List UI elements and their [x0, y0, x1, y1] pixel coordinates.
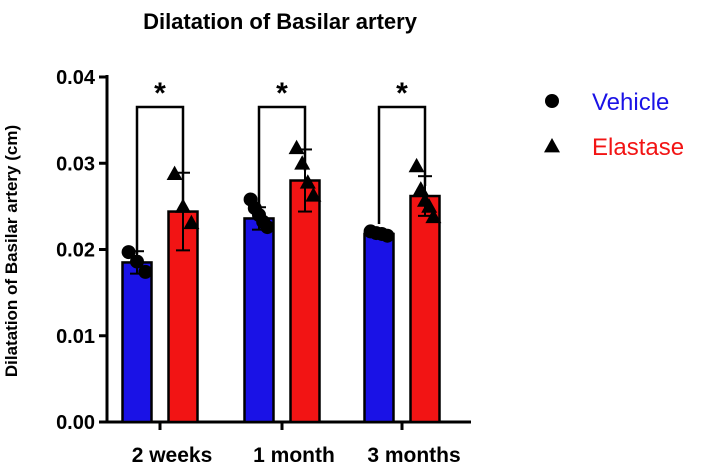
bars [121, 179, 441, 424]
y-tick-label: 0.00 [56, 412, 95, 434]
vehicle-point [260, 220, 275, 235]
legend-circle-icon [545, 94, 559, 108]
x-tick-labels: 2 weeks 1 month 3 months [132, 444, 461, 467]
elastase-point [175, 198, 191, 213]
elastase-point [294, 155, 311, 170]
elastase-point [305, 187, 322, 202]
bar-vehicle [243, 217, 275, 424]
bar-elastase [409, 194, 441, 424]
elastase-point [299, 174, 316, 189]
x-tick-label: 1 month [253, 444, 335, 467]
significance-bracket [135, 105, 185, 255]
significance-star: * [154, 77, 166, 110]
y-axis-label: Dilatation of Basilar artery (cm) [2, 125, 21, 377]
vehicle-point [121, 245, 136, 260]
significance-star: * [396, 77, 408, 110]
bar-elastase [289, 179, 321, 424]
legend-triangle-icon [544, 138, 560, 153]
vehicle-point [130, 254, 144, 269]
significance-bracket [257, 105, 307, 209]
legend: Vehicle Elastase [544, 89, 684, 161]
elastase-point [288, 139, 305, 155]
y-tick-label: 0.02 [56, 240, 95, 262]
y-tick-label: 0.04 [56, 67, 96, 89]
bar-vehicle [363, 232, 395, 424]
elastase-point [408, 157, 425, 173]
significance-star: * [276, 77, 288, 110]
x-tick-label: 3 months [367, 444, 460, 467]
bar-vehicle [121, 261, 153, 424]
vehicle-point [380, 228, 395, 243]
y-tick-label: 0.03 [56, 153, 95, 175]
vehicle-point [138, 264, 153, 279]
chart-title: Dilatation of Basilar artery [143, 9, 418, 34]
legend-label-elastase: Elastase [592, 134, 684, 161]
elastase-point [425, 208, 442, 224]
significance-brackets: * * * [135, 77, 427, 255]
y-tick-label: 0.01 [56, 326, 95, 348]
y-ticks: 0.00 0.01 0.02 0.03 0.04 [56, 67, 107, 434]
elastase-point [412, 181, 429, 196]
legend-label-vehicle: Vehicle [592, 89, 669, 116]
x-tick-label: 2 weeks [132, 444, 213, 467]
data-points [121, 139, 442, 279]
elastase-point [166, 165, 183, 180]
significance-bracket [377, 105, 427, 224]
elastase-point [183, 214, 200, 230]
